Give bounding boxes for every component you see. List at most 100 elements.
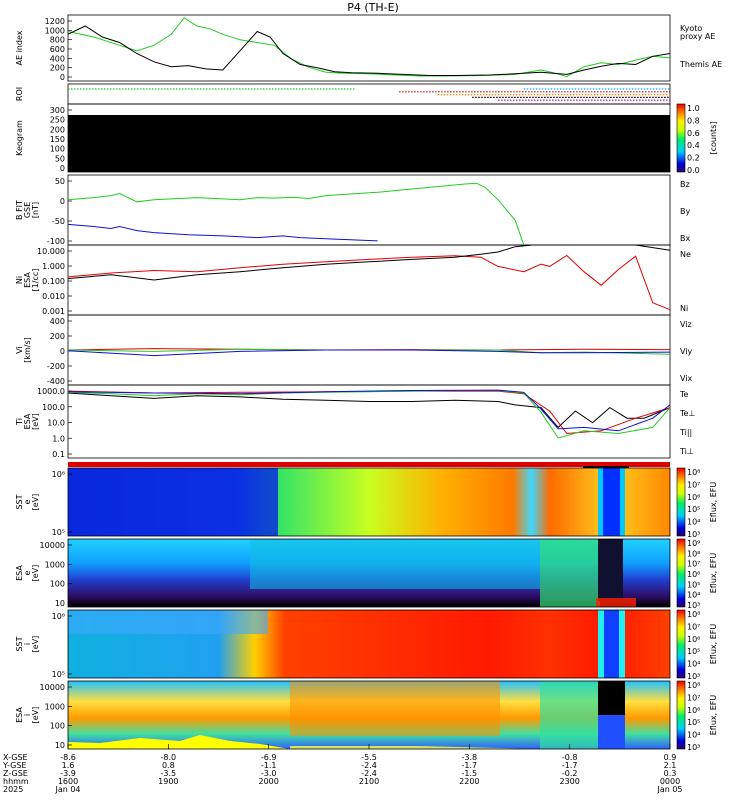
xtick-label: -1.1 xyxy=(261,761,277,770)
ni-ylabel: ESA xyxy=(23,272,32,288)
ni-series-0 xyxy=(67,254,671,311)
sst_i-cbar-tick: 10⁸ xyxy=(687,610,700,619)
ae-ylabel: AE index xyxy=(15,30,24,65)
esa_i-ytick: 100 xyxy=(50,722,65,731)
esa-i-gap-low xyxy=(598,715,625,749)
vi-ytick: -200 xyxy=(47,362,65,371)
esa_e-ytick: 10 xyxy=(55,599,65,608)
xtick-label: -0.2 xyxy=(562,769,578,778)
xtick-label: -2.4 xyxy=(361,769,377,778)
esa_e-ylabel: e xyxy=(23,570,32,575)
ti-ylabel: Ti xyxy=(15,418,24,426)
xtick-label: -3.0 xyxy=(261,769,277,778)
sst-e-lowflux xyxy=(68,468,278,536)
keogram-ytick: 200 xyxy=(50,125,65,134)
sst_i-cbar-label: Eflux, EFU xyxy=(709,624,718,665)
xtick-label: -1.5 xyxy=(462,769,478,778)
esa_e-ylabel: [eV] xyxy=(31,565,40,582)
sst_i-cbar-tick: 10⁵ xyxy=(687,647,700,656)
sst_e-ylabel: e xyxy=(23,499,32,504)
sst_e-ytick: 10⁵ xyxy=(52,528,65,537)
keogram-ytick: 100 xyxy=(50,145,65,154)
bfit-ytick: -100 xyxy=(47,237,65,246)
esa_i-cbar-label: Eflux, EFU xyxy=(709,695,718,736)
sst_e-cbar-tick: 10⁸ xyxy=(687,468,700,477)
sst_e-ylabel: [eV] xyxy=(31,494,40,511)
panel-fills xyxy=(68,107,670,749)
sst_i-cbar-tick: 10⁴ xyxy=(687,660,700,669)
xtick-label: 1.6 xyxy=(62,761,75,770)
xtick-label: 2300 xyxy=(559,777,579,786)
ti-ytick: 1.0 xyxy=(52,434,65,443)
esa-e-colorbar xyxy=(676,538,686,608)
xaxis-rowlabel-3: hhmm xyxy=(3,777,29,786)
esa-i-hot xyxy=(290,681,500,736)
sst_i-cbar-tick: 10³ xyxy=(687,672,700,681)
esa_i-ytick: 10 xyxy=(55,741,65,750)
colorbars xyxy=(676,103,686,750)
xaxis-rowlabel-2: Z-GSE xyxy=(3,769,28,778)
sst_i-cbar-tick: 10⁷ xyxy=(687,622,700,631)
xtick-label: 0000 xyxy=(660,777,680,786)
esa_e-ytick: 10000 xyxy=(40,541,65,550)
esa-e-gap xyxy=(598,539,623,601)
xtick-label: 2000 xyxy=(258,777,278,786)
ae-ytick: 200 xyxy=(50,64,65,73)
sst_i-ytick: 10⁵ xyxy=(52,670,65,679)
bfit-ytick: -50 xyxy=(52,217,65,226)
sst_e-cbar-tick: 10⁶ xyxy=(687,493,700,502)
ae-ytick: 800 xyxy=(50,36,65,45)
ni-ylabel: [1/cc] xyxy=(31,269,40,292)
xtick-label: 2200 xyxy=(459,777,479,786)
sst_e-ytick: 10⁶ xyxy=(52,470,65,479)
ti-ytick: 100.0 xyxy=(42,403,65,412)
xtick-label: 1900 xyxy=(158,777,178,786)
ni-ylabel: Ni xyxy=(15,276,24,284)
esa_i-ylabel: i xyxy=(23,714,32,716)
keogram-ytick: 0 xyxy=(60,164,65,173)
xtick-label: 0.3 xyxy=(664,769,677,778)
roi-ylabel: ROI xyxy=(15,87,24,101)
bfit-legend-1: By xyxy=(680,207,690,216)
sst_i-ylabel: [eV] xyxy=(31,636,40,653)
ae-ytick: 1000 xyxy=(45,26,65,35)
sst-e-flag-black xyxy=(583,466,629,468)
esa_e-cbar-tick: 10⁴ xyxy=(687,591,700,600)
xtick-label: 2100 xyxy=(359,777,379,786)
esa_e-frame xyxy=(67,538,671,608)
keogram-ytick: 300 xyxy=(50,106,65,115)
xtick-label: 1600 xyxy=(58,777,78,786)
vi-legend-1: Viy xyxy=(680,347,693,356)
xaxis-rowlabel-1: Y-GSE xyxy=(2,761,26,770)
ae-legend-1: proxy AE xyxy=(680,32,715,41)
vi-ytick: 0 xyxy=(60,347,65,356)
ni-ytick: 10.000 xyxy=(37,247,65,256)
esa_i-ylabel: ESA xyxy=(15,707,24,723)
keogram-ytick: 50 xyxy=(55,154,65,163)
sst-e-flag-bar xyxy=(68,462,670,467)
bfit-legend-0: Bz xyxy=(680,180,690,189)
keogram-cbar-label: [counts] xyxy=(709,122,718,155)
xaxis-rowlabel-0: X-GSE xyxy=(3,753,28,762)
esa-e-red-band xyxy=(596,598,636,607)
keogram-frame xyxy=(67,103,671,173)
esa_i-cbar-tick: 10⁵ xyxy=(687,718,700,727)
esa_i-ylabel: [eV] xyxy=(31,707,40,724)
esa_i-cbar-tick: 10⁶ xyxy=(687,706,700,715)
xtick-label: 0.8 xyxy=(162,761,175,770)
esa-i-late xyxy=(540,681,600,749)
ti-ytick: 0.1 xyxy=(52,450,65,459)
xtick-label: -6.9 xyxy=(261,753,277,762)
ae-ytick: 1200 xyxy=(45,17,65,26)
xtick-label: 0.9 xyxy=(664,753,677,762)
ni-frame xyxy=(67,244,671,316)
ni-ytick: 1.000 xyxy=(42,262,65,271)
vi-ylabel: [km/s] xyxy=(23,337,32,363)
esa_e-cbar-tick: 10⁵ xyxy=(687,580,700,589)
ae-ytick: 0 xyxy=(60,73,65,82)
sst-i-upper xyxy=(68,610,268,634)
esa-i-gap xyxy=(598,681,625,715)
ti-ytick: 1000.0 xyxy=(37,387,65,396)
ti-frame xyxy=(67,384,671,459)
bfit-legend-2: Bx xyxy=(680,234,690,243)
